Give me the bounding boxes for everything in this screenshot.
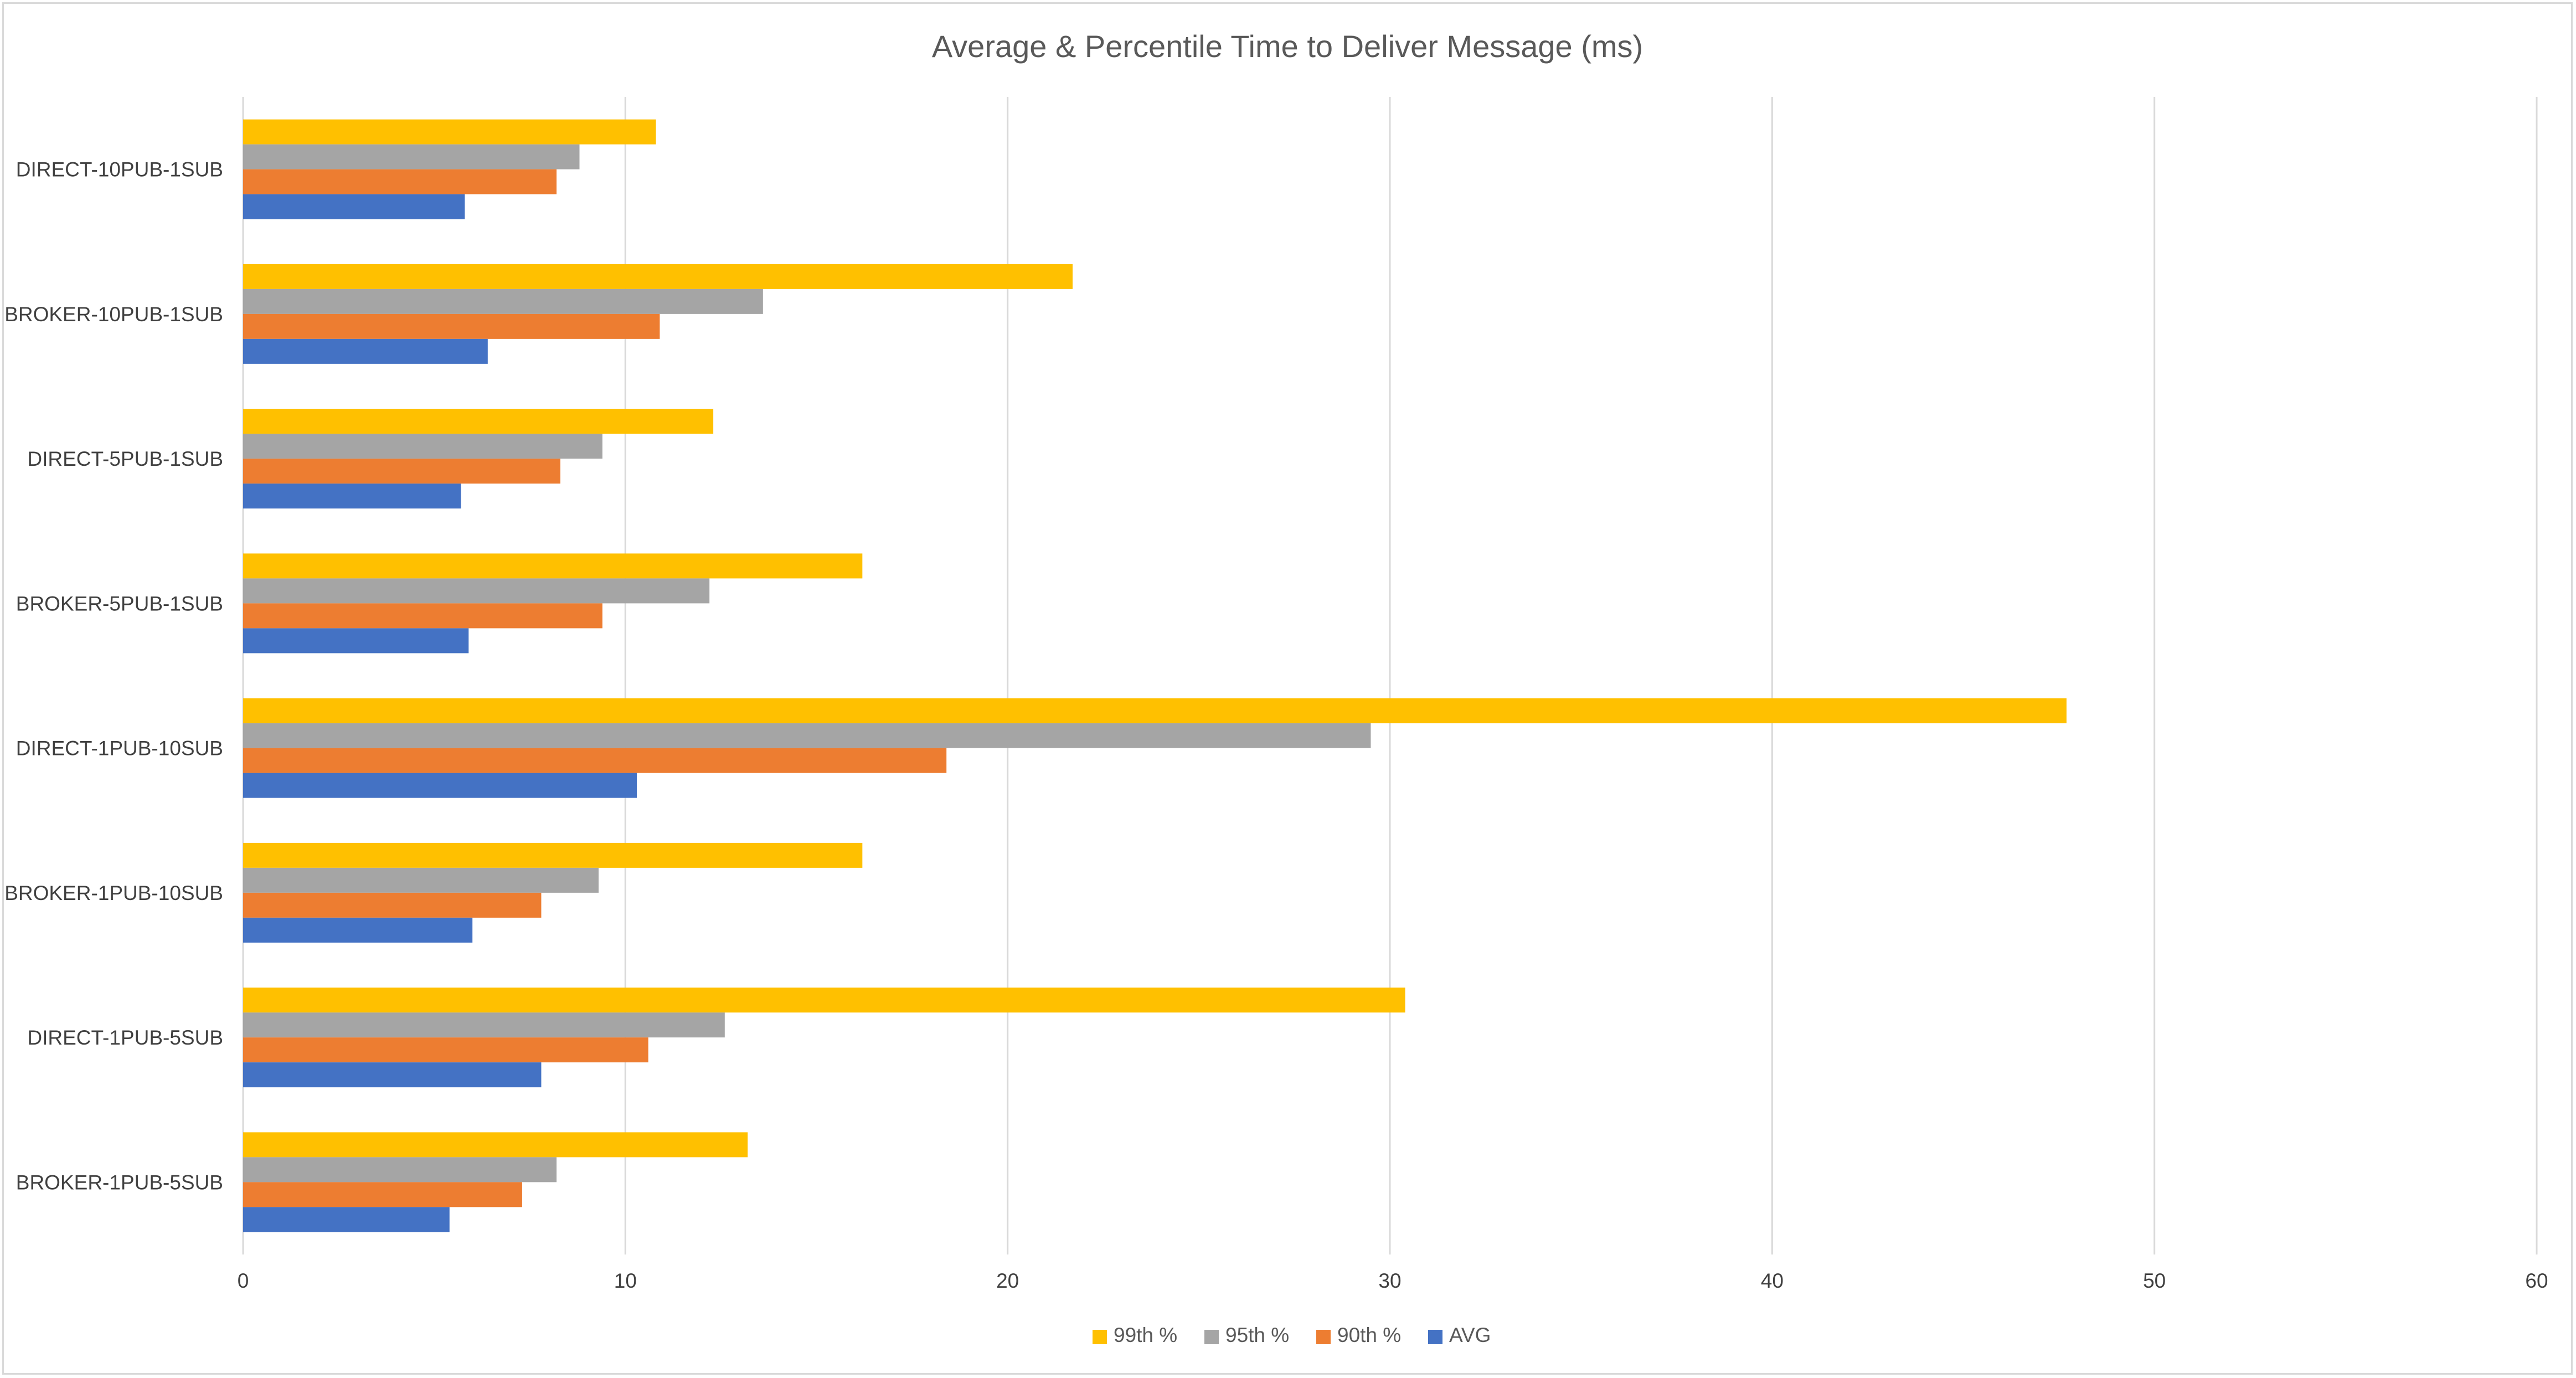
category-label: DIRECT-10PUB-1SUB — [16, 158, 223, 181]
bar-broker-1pub-10sub-90th — [243, 892, 542, 918]
legend: 99th % 95th % 90th % AVG — [1093, 1324, 1491, 1346]
bar-direct-10pub-1sub-95th — [243, 144, 580, 169]
bar-direct-1pub-5sub-90th — [243, 1037, 648, 1063]
x-tick-label-20: 20 — [996, 1269, 1019, 1292]
bar-broker-1pub-5sub-90th — [243, 1182, 522, 1207]
bar-direct-1pub-10sub-95th — [243, 723, 1371, 748]
x-tick-label-40: 40 — [1761, 1269, 1784, 1292]
bar-direct-1pub-5sub-95th — [243, 1012, 725, 1038]
category-label: DIRECT-1PUB-10SUB — [16, 737, 223, 760]
category-labels: DIRECT-10PUB-1SUB BROKER-10PUB-1SUB DIRECT… — [4, 158, 223, 1194]
legend-swatch-avg — [1428, 1330, 1442, 1344]
bar-direct-1pub-10sub-90th — [243, 748, 947, 773]
x-tick-label-0: 0 — [238, 1269, 249, 1292]
x-tick-label-60: 60 — [2525, 1269, 2548, 1292]
legend-swatch-99th — [1093, 1330, 1107, 1344]
legend-label: 90th % — [1337, 1324, 1401, 1346]
legend-swatch-90th — [1316, 1330, 1331, 1344]
bar-broker-1pub-10sub-95th — [243, 867, 599, 893]
bar-direct-10pub-1sub-90th — [243, 169, 557, 194]
bar-broker-5pub-1sub-95th — [243, 578, 710, 604]
bar-broker-10pub-1sub-99th — [243, 264, 1073, 289]
legend-label: 99th % — [1114, 1324, 1177, 1346]
category-label: BROKER-10PUB-1SUB — [4, 303, 223, 326]
bar-direct-10pub-1sub-avg — [243, 194, 465, 219]
bar-broker-10pub-1sub-95th — [243, 289, 763, 314]
bar-direct-1pub-10sub-99th — [243, 698, 2067, 723]
x-tick-label-50: 50 — [2143, 1269, 2166, 1292]
bar-direct-5pub-1sub-90th — [243, 459, 560, 484]
x-tick-label-10: 10 — [614, 1269, 637, 1292]
bar-broker-5pub-1sub-90th — [243, 603, 602, 629]
bar-broker-1pub-10sub-avg — [243, 917, 473, 943]
bar-direct-1pub-10sub-avg — [243, 773, 637, 798]
legend-label: 95th % — [1225, 1324, 1289, 1346]
bar-direct-1pub-5sub-avg — [243, 1062, 542, 1088]
bar-direct-5pub-1sub-95th — [243, 434, 602, 459]
bar-broker-1pub-5sub-avg — [243, 1207, 450, 1232]
legend-label: AVG — [1449, 1324, 1491, 1346]
x-tick-labels: 0 10 20 30 40 50 60 — [238, 1269, 2548, 1292]
category-label: DIRECT-1PUB-5SUB — [27, 1026, 223, 1049]
bars — [243, 119, 2067, 1232]
bar-direct-10pub-1sub-99th — [243, 119, 656, 145]
category-label: DIRECT-5PUB-1SUB — [27, 448, 223, 470]
bar-broker-1pub-5sub-99th — [243, 1132, 748, 1158]
chart-svg: Average & Percentile Time to Deliver Mes… — [4, 29, 2548, 1346]
category-label: BROKER-1PUB-10SUB — [4, 882, 223, 904]
x-tick-label-30: 30 — [1378, 1269, 1401, 1292]
bar-broker-5pub-1sub-avg — [243, 628, 469, 654]
bar-direct-5pub-1sub-avg — [243, 484, 461, 509]
bar-direct-1pub-5sub-99th — [243, 988, 1405, 1013]
chart-title: Average & Percentile Time to Deliver Mes… — [932, 29, 1643, 64]
bar-broker-10pub-1sub-90th — [243, 313, 660, 339]
legend-swatch-95th — [1204, 1330, 1219, 1344]
bar-broker-1pub-10sub-99th — [243, 842, 863, 868]
category-label: BROKER-5PUB-1SUB — [16, 592, 223, 615]
bar-direct-5pub-1sub-99th — [243, 409, 714, 434]
bar-broker-10pub-1sub-avg — [243, 338, 488, 364]
bar-broker-5pub-1sub-99th — [243, 553, 863, 579]
bar-broker-1pub-5sub-95th — [243, 1157, 557, 1182]
category-label: BROKER-1PUB-5SUB — [16, 1171, 223, 1194]
